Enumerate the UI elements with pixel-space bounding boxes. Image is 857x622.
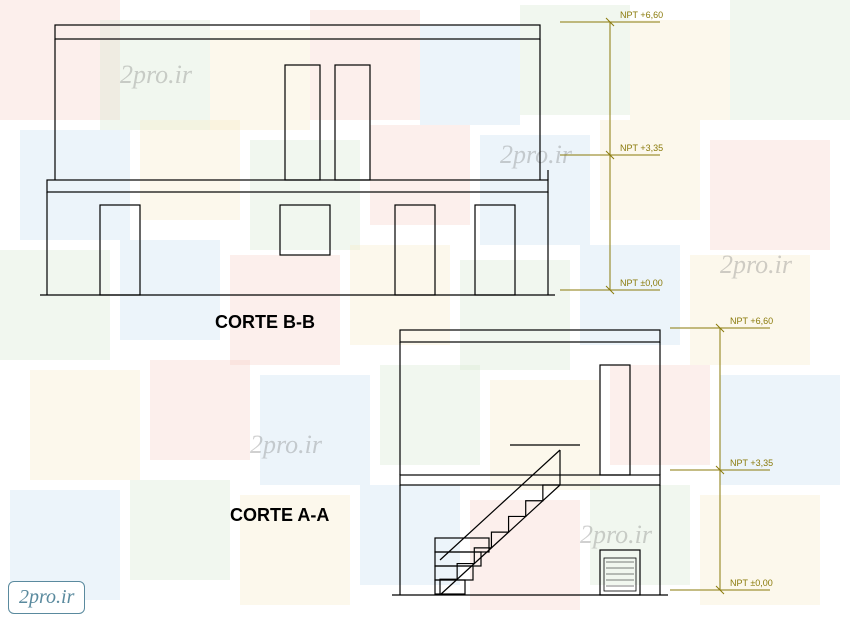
section-b-title: CORTE B-B [215, 312, 315, 333]
section-a-title: CORTE A-A [230, 505, 329, 526]
logo-badge: 2pro.ir [8, 581, 85, 614]
logo-text: 2pro.ir [19, 586, 74, 608]
section-drawings [0, 0, 857, 622]
